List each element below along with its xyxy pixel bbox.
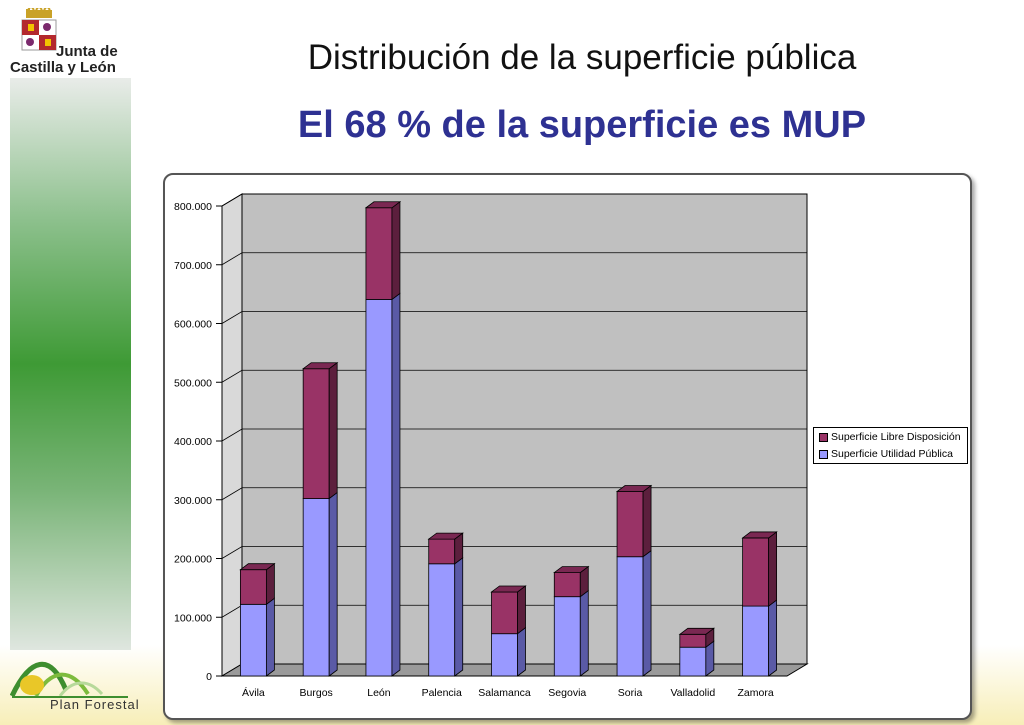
bar-top: [741, 531, 778, 539]
bar-libre: [302, 368, 330, 499]
bar-libre: [239, 569, 267, 605]
bar-libre: [491, 591, 518, 635]
gridline: [221, 252, 807, 266]
bar-side-libre: [517, 585, 526, 635]
x-tick-label: León: [367, 687, 391, 699]
bar-side-publica: [517, 626, 526, 677]
bar-side-libre: [391, 200, 401, 301]
legend-item-libre: Superficie Libre Disposición: [814, 430, 967, 445]
bar-top: [553, 566, 590, 573]
legend-label-libre: Superficie Libre Disposición: [831, 431, 961, 443]
x-tick-label: Soria: [618, 687, 643, 699]
bar-publica: [239, 603, 267, 677]
y-tick-label: 0: [206, 671, 212, 683]
bar-side-publica: [579, 589, 589, 677]
legend-swatch-libre: [819, 433, 828, 442]
bar-libre: [553, 572, 581, 598]
bar-side-publica: [328, 491, 338, 677]
legend-item-publica: Superficie Utilidad Pública: [814, 447, 967, 462]
bar-top: [364, 201, 402, 209]
bar-publica: [491, 633, 518, 677]
bar-publica: [742, 605, 770, 677]
gridline: [221, 487, 807, 501]
page-subtitle: El 68 % de la superficie es MUP: [297, 104, 867, 146]
gridline: [221, 311, 807, 324]
bar-top: [615, 485, 653, 492]
bar-publica: [679, 646, 707, 677]
bar-side-libre: [265, 562, 275, 606]
bar-side-publica: [265, 597, 275, 677]
x-tick-label: Burgos: [300, 687, 333, 699]
x-tick-label: Segovia: [548, 687, 586, 699]
bar-top: [239, 563, 276, 571]
y-tick-label: 300.000: [174, 495, 212, 507]
bar-top: [490, 585, 527, 593]
bar-side-libre: [768, 531, 778, 607]
x-tick-label: Zamora: [738, 687, 774, 699]
x-tick-label: Salamanca: [478, 687, 531, 699]
bar-publica: [302, 498, 330, 677]
bar-side-publica: [454, 556, 464, 677]
junta-logo-text: Junta de Castilla y León: [8, 44, 132, 76]
bar-libre: [428, 538, 456, 565]
y-tick-label: 700.000: [174, 260, 212, 272]
bar-libre: [365, 207, 393, 300]
bar-libre: [679, 633, 707, 648]
gridline: [221, 193, 807, 207]
gridline: [221, 369, 807, 383]
bar-publica: [428, 563, 456, 677]
y-tick-label: 600.000: [174, 319, 212, 331]
y-tick-label: 500.000: [174, 377, 212, 389]
bar-top: [678, 627, 716, 635]
junta-coat-of-arms-icon: [21, 8, 57, 51]
y-tick-label: 200.000: [174, 554, 212, 566]
x-tick-label: Ávila: [242, 686, 265, 699]
legend-swatch-publica: [819, 450, 828, 459]
logo-line-1: Junta de: [56, 43, 118, 60]
page-title: Distribución de la superficie pública: [307, 38, 857, 77]
bar-top: [427, 532, 464, 540]
bar-publica: [553, 596, 581, 677]
bar-side-publica: [768, 599, 778, 677]
bar-top: [301, 362, 339, 370]
x-tick-label: Valladolid: [670, 687, 715, 699]
x-tick-label: Palencia: [422, 687, 462, 699]
bar-libre: [742, 537, 770, 607]
logo-line-2: Castilla y León: [10, 59, 116, 76]
bar-side-libre: [328, 361, 338, 500]
plan-forestal-label: Plan Forestal: [50, 697, 140, 712]
bar-publica: [365, 299, 393, 677]
bar-side-libre: [642, 484, 652, 558]
legend-label-publica: Superficie Utilidad Pública: [831, 448, 953, 460]
bar-side-publica: [391, 292, 401, 677]
chart-legend: Superficie Libre Disposición Superficie …: [813, 427, 968, 464]
bar-side-publica: [642, 549, 652, 677]
y-tick-label: 100.000: [174, 612, 212, 624]
bar-libre: [616, 491, 644, 558]
y-tick-label: 800.000: [174, 201, 212, 213]
gridline: [221, 428, 807, 442]
bar-publica: [616, 556, 644, 677]
plan-forestal-logo-icon: [10, 661, 128, 698]
side-decoration-bar: [10, 78, 131, 650]
y-tick-label: 400.000: [174, 436, 212, 448]
